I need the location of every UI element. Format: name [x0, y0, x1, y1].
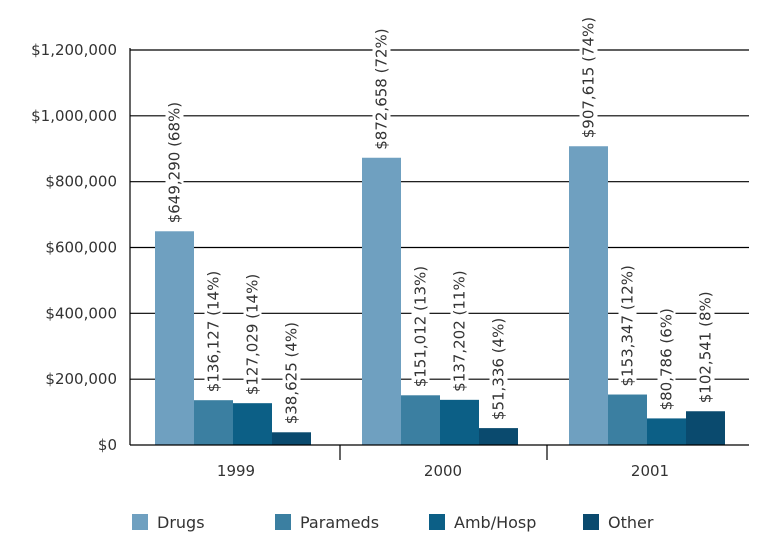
data-label-group: $51,336 (4%) — [489, 316, 508, 422]
data-label: $38,625 (4%) — [283, 322, 301, 424]
legend: Drugs Parameds Amb/Hosp Other — [132, 513, 654, 532]
bar-parameds-1999 — [194, 400, 233, 445]
legend-swatch — [429, 514, 445, 530]
data-label-bg — [489, 316, 508, 422]
data-label: $151,012 (13%) — [412, 266, 430, 387]
y-tick-label: $1,200,000 — [31, 41, 117, 59]
data-label: $136,127 (14%) — [205, 271, 223, 392]
data-label-group: $907,615 (74%) — [579, 15, 598, 140]
data-label: $137,202 (11%) — [451, 270, 469, 391]
data-label-bg — [696, 290, 715, 405]
x-category-label: 2001 — [631, 462, 669, 480]
data-label: $649,290 (68%) — [166, 102, 184, 223]
data-label-group: $80,786 (6%) — [657, 307, 676, 412]
bar-amb-hosp-2001 — [647, 418, 686, 445]
y-tick-label: $800,000 — [45, 173, 117, 191]
data-label-group: $137,202 (11%) — [450, 269, 469, 393]
data-label-bg — [411, 264, 430, 389]
bar-amb-hosp-2000 — [440, 399, 479, 445]
x-category-label: 2000 — [424, 462, 462, 480]
data-label-group: $649,290 (68%) — [165, 100, 184, 225]
legend-label: Drugs — [157, 513, 205, 532]
data-label-bg — [372, 27, 391, 151]
data-label-group: $153,347 (12%) — [618, 264, 637, 388]
bar-drugs-1999 — [155, 231, 194, 445]
y-tick-label: $0 — [98, 436, 117, 454]
legend-item-parameds: Parameds — [275, 513, 379, 532]
bar-parameds-2001 — [608, 394, 647, 445]
data-label-group: $151,012 (13%) — [411, 264, 430, 389]
data-label: $80,786 (6%) — [658, 308, 676, 410]
y-axis-ticks: $0 $200,000 $400,000 $600,000 $800,000 $1,000… — [31, 41, 117, 454]
data-label-bg — [657, 307, 676, 412]
data-label-group: $102,541 (8%) — [696, 290, 715, 405]
data-label-group: $127,029 (14%) — [243, 272, 262, 397]
y-tick-label: $400,000 — [45, 304, 117, 322]
legend-swatch — [132, 514, 148, 530]
data-label: $102,541 (8%) — [697, 291, 715, 403]
bar-other-1999 — [272, 432, 311, 445]
bar-amb-hosp-1999 — [233, 403, 272, 445]
bars — [155, 146, 725, 446]
legend-item-other: Other — [583, 513, 654, 532]
x-axis-categories: 1999 2000 2001 — [217, 462, 669, 480]
bar-drugs-2001 — [569, 146, 608, 445]
y-tick-label: $600,000 — [45, 239, 117, 257]
data-label-bg — [282, 320, 301, 426]
bar-parameds-2000 — [401, 395, 440, 445]
y-tick-label: $1,000,000 — [31, 107, 117, 125]
data-label-bg — [165, 100, 184, 225]
data-label: $51,336 (4%) — [490, 318, 508, 420]
legend-label: Amb/Hosp — [454, 513, 536, 532]
data-label-bg — [450, 269, 469, 393]
y-tick-label: $200,000 — [45, 370, 117, 388]
data-label: $127,029 (14%) — [244, 274, 262, 395]
data-label-group: $136,127 (14%) — [204, 269, 223, 394]
legend-item-drugs: Drugs — [132, 513, 205, 532]
data-label-group: $872,658 (72%) — [372, 27, 391, 151]
bar-other-2000 — [479, 428, 518, 445]
data-label-bg — [618, 264, 637, 388]
data-label-bg — [243, 272, 262, 397]
data-label-bg — [579, 15, 598, 140]
data-label: $153,347 (12%) — [619, 265, 637, 386]
legend-swatch — [583, 514, 599, 530]
x-category-label: 1999 — [217, 462, 255, 480]
data-label-group: $38,625 (4%) — [282, 320, 301, 426]
bar-drugs-2000 — [362, 157, 401, 446]
legend-label: Parameds — [300, 513, 379, 532]
data-label-bg — [204, 269, 223, 394]
legend-item-amb-hosp: Amb/Hosp — [429, 513, 536, 532]
axes — [129, 48, 749, 460]
legend-label: Other — [608, 513, 654, 532]
gridlines — [130, 49, 749, 380]
data-label: $907,615 (74%) — [580, 17, 598, 138]
legend-swatch — [275, 514, 291, 530]
bar-other-2001 — [686, 411, 725, 445]
data-labels: $649,290 (68%) $136,127 (14%) $127,029 (14… — [165, 15, 715, 426]
data-label: $872,658 (72%) — [373, 28, 391, 149]
